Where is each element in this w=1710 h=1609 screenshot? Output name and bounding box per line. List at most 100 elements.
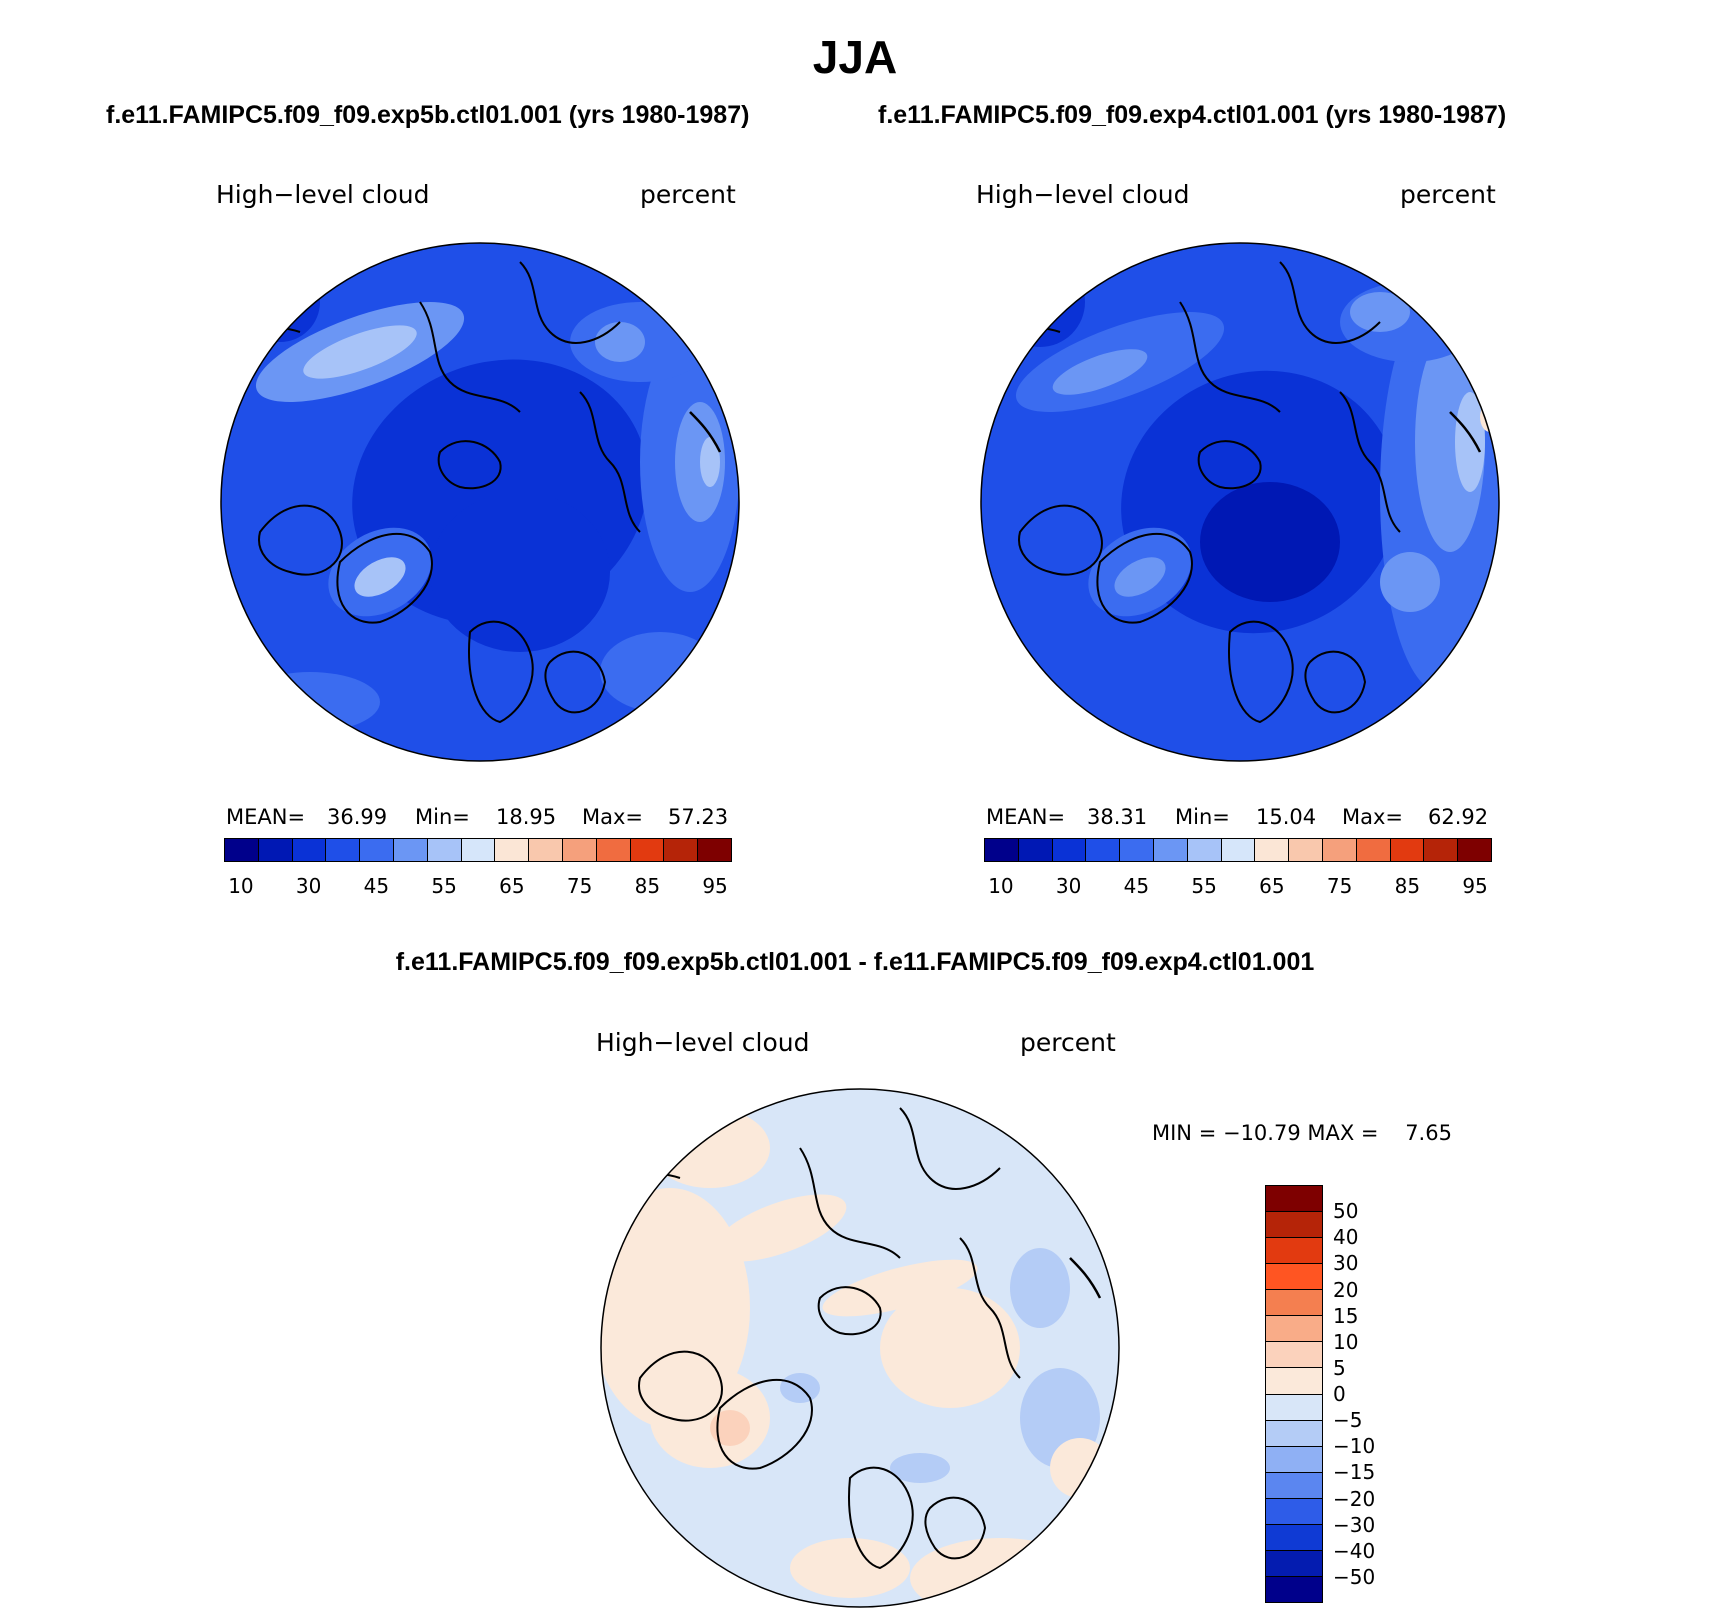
colorbar-tick-label: −10 [1333,1434,1376,1459]
colorbar-tick-label: 0 [1333,1382,1346,1406]
colorbar-box [1187,839,1222,861]
left-min-label: Min= [415,805,470,829]
colorbar-tick-label: 30 [1333,1251,1359,1276]
left-colorbar [224,838,732,862]
colorbar-tick-label: 20 [1333,1277,1359,1302]
colorbar-box [1458,839,1491,861]
left-max-label: Max= [582,805,644,829]
right-max-label: Max= [1342,805,1404,829]
colorbar-box [1266,1342,1322,1369]
colorbar-tick-label: −15 [1333,1460,1376,1485]
colorbar-box [1322,839,1357,861]
diff-colorbar-ticks: 50 40 30 20 15 10 5 0 −5 −10 −15 −20 −30 −40 −50 [1333,1185,1413,1603]
left-case-title: f.e11.FAMIPC5.f09_f09.exp5b.ctl01.001 (y… [106,101,750,129]
colorbar-box [985,839,1019,861]
left-variable-label: High−level cloud [216,180,430,209]
left-max-value: 57.23 [668,805,729,829]
colorbar-box [292,839,327,861]
colorbar-box [1356,839,1391,861]
right-units-label: percent [1400,180,1496,209]
diff-units-label: percent [1020,1028,1116,1057]
colorbar-box [393,839,428,861]
right-mean-value: 38.31 [1087,805,1148,829]
colorbar-box [1266,1498,1322,1525]
colorbar-tick-label: 75 [566,874,593,898]
colorbar-box [1086,839,1121,861]
colorbar-box [1289,839,1323,861]
right-min-label: Min= [1175,805,1230,829]
colorbar-tick-label: 45 [1123,874,1150,898]
colorbar-box [1052,839,1087,861]
right-min-value: 15.04 [1256,805,1317,829]
diff-minmax-label: MIN = −10.79 MAX = 7.65 [1152,1121,1452,1145]
colorbar-tick-label: 95 [1462,874,1488,898]
colorbar-box [1018,839,1053,861]
right-max-value: 62.92 [1428,805,1489,829]
diff-colorbar [1265,1185,1323,1603]
colorbar-tick-label: 75 [1326,874,1353,898]
colorbar-box [1221,839,1256,861]
colorbar-box [1266,1524,1322,1551]
figure-title: JJA [812,31,898,83]
colorbar-tick-label: 30 [1055,874,1082,898]
diff-polar-map [600,1088,1120,1608]
colorbar-tick-label: −50 [1333,1564,1376,1589]
right-colorbar-ticks: 10 30 45 55 65 75 85 95 [984,874,1492,898]
colorbar-box [1266,1316,1322,1343]
colorbar-box [1266,1394,1322,1421]
colorbar-box [360,839,394,861]
right-colorbar [984,838,1492,862]
colorbar-box [1266,1576,1322,1602]
colorbar-tick-label: 5 [1333,1355,1346,1380]
colorbar-box [1120,839,1154,861]
colorbar-box [495,839,530,861]
colorbar-box [1266,1550,1322,1577]
colorbar-box [1266,1238,1322,1265]
colorbar-tick-label: 10 [1333,1329,1359,1354]
colorbar-box [326,839,361,861]
colorbar-box [1266,1368,1322,1395]
colorbar-box [1266,1264,1322,1291]
colorbar-tick-label: 50 [1333,1199,1359,1224]
right-polar-map [980,242,1500,762]
colorbar-box [225,839,259,861]
colorbar-tick-label: 65 [1259,874,1285,898]
colorbar-box [664,839,699,861]
colorbar-tick-label: −20 [1333,1486,1376,1511]
left-min-value: 18.95 [496,805,557,829]
colorbar-tick-label: 15 [1333,1303,1359,1328]
right-variable-label: High−level cloud [976,180,1190,209]
colorbar-box [1266,1472,1322,1499]
colorbar-box [427,839,462,861]
colorbar-tick-label: −5 [1333,1408,1363,1433]
left-colorbar-ticks: 10 30 45 55 65 75 85 95 [224,874,732,898]
colorbar-box [596,839,631,861]
colorbar-box [461,839,496,861]
left-mean-value: 36.99 [327,805,388,829]
colorbar-tick-label: 65 [499,874,525,898]
colorbar-tick-label: −40 [1333,1538,1376,1563]
colorbar-tick-label: 85 [634,874,661,898]
colorbar-tick-label: 10 [988,874,1014,898]
colorbar-box [630,839,665,861]
colorbar-tick-label: −30 [1333,1512,1376,1537]
colorbar-box [1255,839,1290,861]
colorbar-box [1390,839,1425,861]
colorbar-box [1266,1212,1322,1239]
colorbar-tick-label: 30 [295,874,322,898]
colorbar-tick-label: 85 [1394,874,1421,898]
colorbar-box [1153,839,1188,861]
right-mean-label: MEAN= [986,805,1066,829]
diff-variable-label: High−level cloud [596,1028,810,1057]
right-case-title: f.e11.FAMIPC5.f09_f09.exp4.ctl01.001 (yr… [878,101,1507,129]
colorbar-box [258,839,293,861]
colorbar-tick-label: 95 [702,874,728,898]
colorbar-box [698,839,731,861]
left-polar-map [220,242,740,762]
left-mean-label: MEAN= [226,805,306,829]
colorbar-box [562,839,597,861]
colorbar-tick-label: 40 [1333,1225,1359,1250]
colorbar-box [1266,1290,1322,1317]
colorbar-box [1424,839,1459,861]
colorbar-tick-label: 10 [228,874,254,898]
